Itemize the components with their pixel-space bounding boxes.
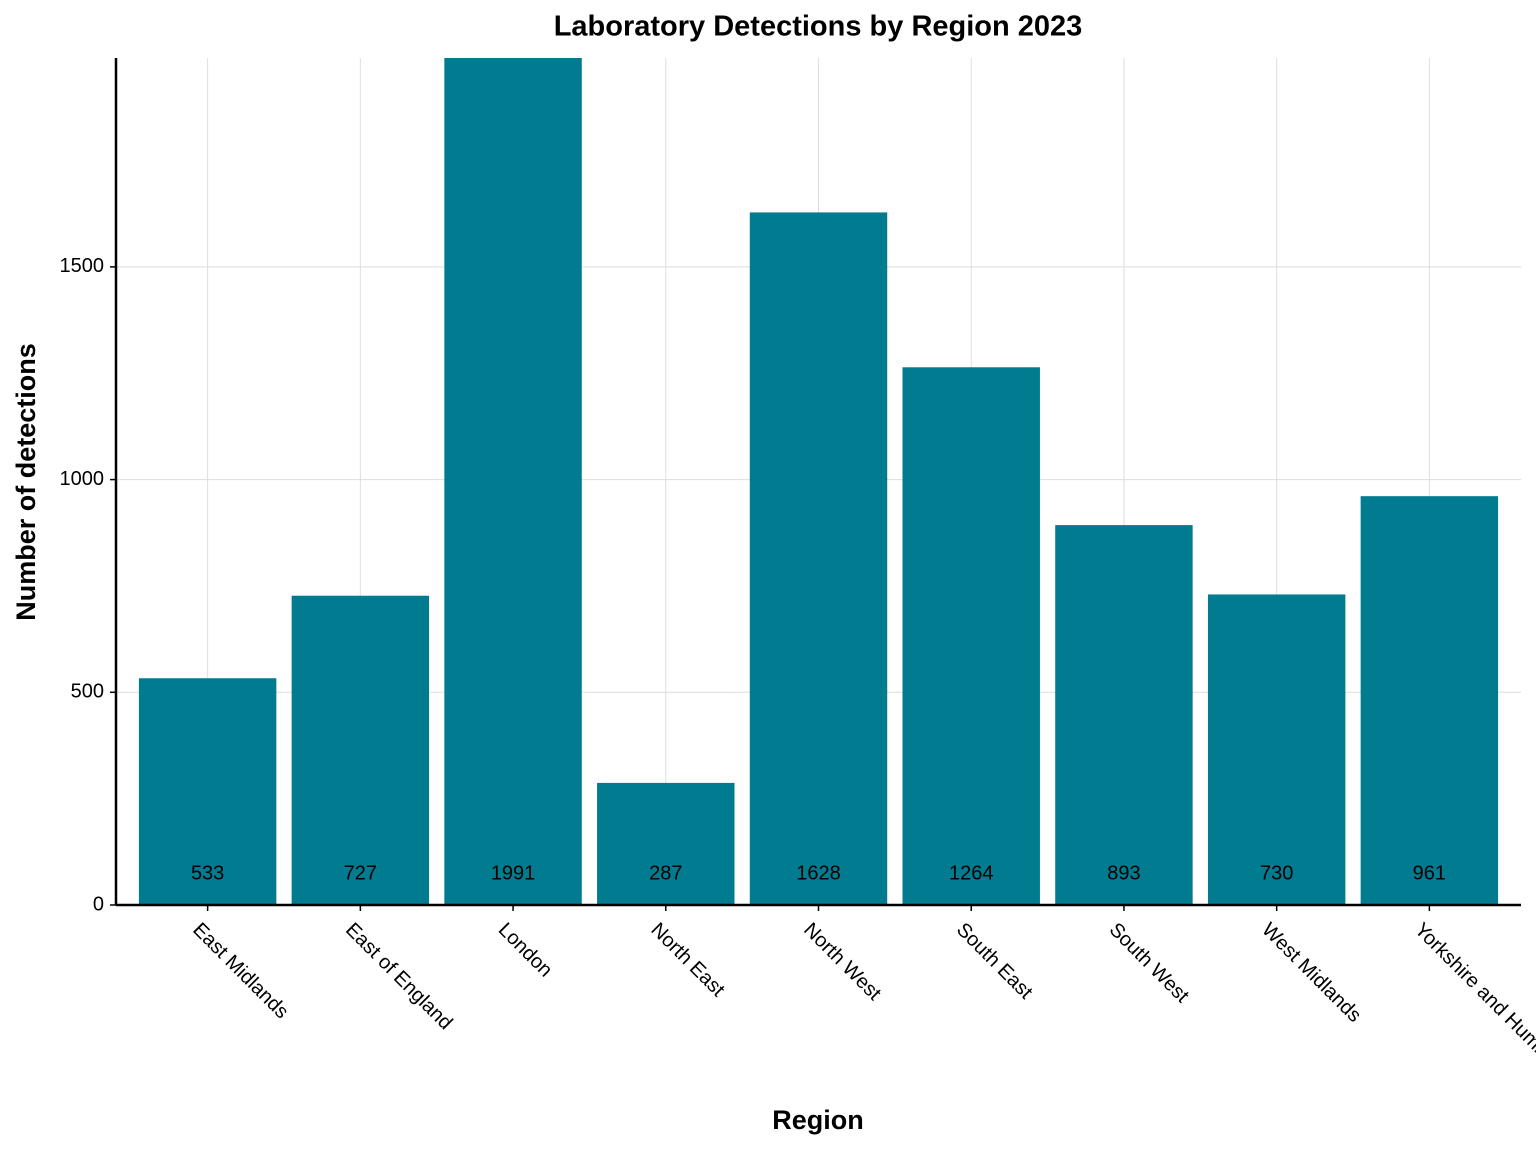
- value-label: 533: [191, 862, 224, 884]
- x-tick-label: Yorkshire and Humber: [1410, 919, 1536, 1075]
- x-tick-label: London: [494, 919, 557, 982]
- y-tick-label: 1500: [60, 255, 105, 277]
- chart-title: Laboratory Detections by Region 2023: [554, 11, 1083, 43]
- y-tick-label: 0: [93, 893, 104, 915]
- x-tick-label: North East: [647, 919, 730, 1002]
- value-label: 961: [1413, 862, 1446, 884]
- value-label: 727: [344, 862, 377, 884]
- y-tick-label: 500: [71, 681, 104, 703]
- x-tick-label: East of England: [341, 919, 456, 1034]
- bar: [597, 782, 735, 905]
- bar: [1207, 594, 1346, 905]
- x-axis-title: Region: [772, 1105, 864, 1135]
- y-tick-label: 1000: [60, 468, 105, 490]
- x-tick-label: South West: [1105, 919, 1194, 1008]
- x-tick-label: North West: [799, 919, 885, 1005]
- value-label: 893: [1107, 862, 1140, 884]
- bar: [444, 58, 582, 905]
- value-label: 730: [1260, 862, 1293, 884]
- value-label: 1628: [796, 862, 841, 884]
- bar: [1055, 525, 1193, 905]
- x-tick-label: West Midlands: [1257, 919, 1365, 1027]
- x-tick-label: South East: [952, 919, 1037, 1004]
- bar: [291, 595, 430, 905]
- value-label: 1264: [949, 862, 994, 884]
- bar: [138, 678, 277, 905]
- y-axis-title: Number of detections: [11, 343, 41, 621]
- bar: [749, 212, 888, 905]
- bar: [1360, 496, 1499, 905]
- value-label: 1991: [491, 862, 536, 884]
- x-tick-label: East Midlands: [188, 919, 292, 1023]
- bar: [902, 367, 1040, 905]
- value-label: 287: [649, 862, 682, 884]
